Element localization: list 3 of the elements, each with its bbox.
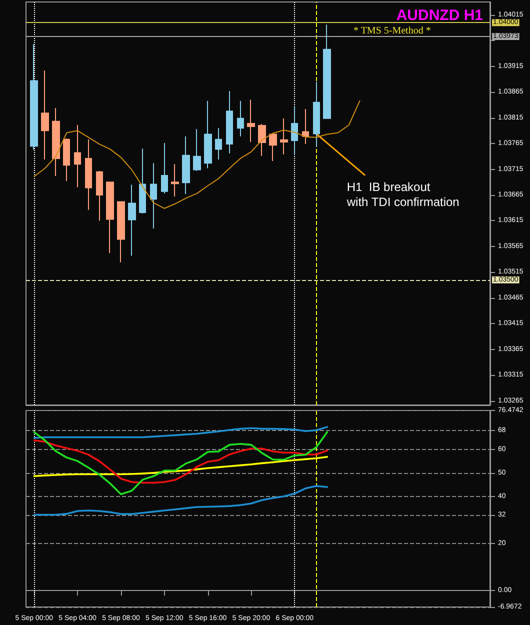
annotation: H1 IB breakout with TDI confirmation	[346, 180, 460, 210]
chart-title: AUDNZD H1	[396, 7, 484, 24]
text: * TMS 5-Method *	[354, 26, 431, 36]
